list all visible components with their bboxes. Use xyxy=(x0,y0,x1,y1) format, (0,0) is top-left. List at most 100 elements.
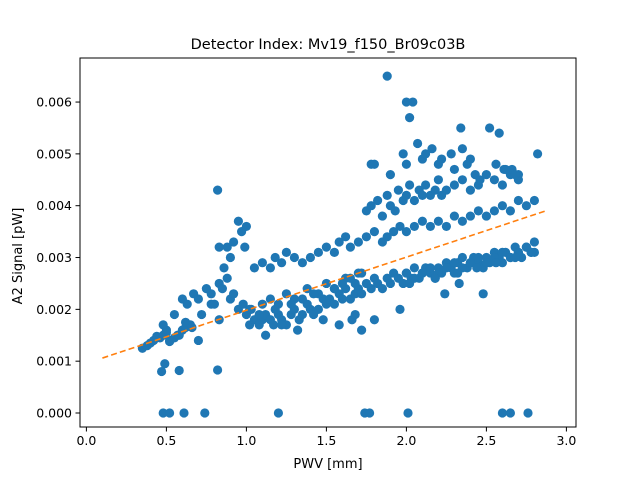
data-point xyxy=(491,159,501,169)
data-point xyxy=(357,325,367,335)
x-tick-label: 2.5 xyxy=(476,433,496,448)
data-point xyxy=(409,195,419,206)
data-point xyxy=(245,304,255,314)
data-point xyxy=(309,289,319,299)
data-point xyxy=(265,263,275,273)
data-point xyxy=(369,315,379,325)
x-axis-label: PWV [mm] xyxy=(293,457,362,472)
data-point xyxy=(382,232,392,242)
data-point xyxy=(529,237,540,247)
data-point xyxy=(297,294,307,304)
data-point xyxy=(409,221,419,232)
data-point xyxy=(193,335,203,346)
data-point xyxy=(427,144,437,154)
data-point xyxy=(457,144,467,154)
axes: 0.0 0.5 1.0 1.5 2.0 2.5 3.0 0.000 0.001 0.002 0.00… xyxy=(36,57,577,448)
data-point xyxy=(217,284,227,294)
fit-line xyxy=(102,209,548,359)
data-point xyxy=(454,278,464,289)
data-point xyxy=(233,216,243,226)
data-point xyxy=(329,299,339,309)
data-point xyxy=(417,216,427,226)
data-point xyxy=(489,206,499,216)
data-point xyxy=(481,258,491,268)
data-point xyxy=(425,221,435,232)
data-point xyxy=(321,278,331,289)
data-point xyxy=(433,175,443,185)
data-point xyxy=(430,185,440,195)
axes-frame xyxy=(79,57,577,428)
data-point xyxy=(377,211,387,221)
data-point xyxy=(417,268,427,278)
data-point xyxy=(497,201,507,211)
data-point xyxy=(289,252,299,263)
data-point xyxy=(526,247,536,257)
data-point xyxy=(505,206,515,216)
data-point xyxy=(345,242,355,252)
data-point xyxy=(430,273,440,283)
data-point xyxy=(261,330,271,340)
data-point xyxy=(401,227,411,237)
data-point xyxy=(385,170,395,180)
data-point xyxy=(481,170,491,180)
y-tick-label: 0.004 xyxy=(36,198,72,213)
data-point xyxy=(318,315,328,325)
y-tick-label: 0.000 xyxy=(36,406,72,421)
y-tick-label: 0.005 xyxy=(36,146,72,161)
data-point xyxy=(408,97,418,107)
data-point xyxy=(361,232,371,242)
data-point xyxy=(489,175,499,185)
data-point xyxy=(533,149,543,159)
data-point xyxy=(365,408,375,418)
data-point xyxy=(382,71,392,81)
data-point xyxy=(465,185,475,195)
data-point xyxy=(213,185,223,195)
data-point xyxy=(437,154,447,164)
data-point xyxy=(254,309,264,320)
data-point xyxy=(478,289,488,299)
data-point xyxy=(214,242,224,252)
data-point xyxy=(157,366,167,377)
data-point xyxy=(369,159,379,169)
data-point xyxy=(457,175,467,185)
data-point xyxy=(401,159,411,169)
data-point xyxy=(334,320,344,330)
data-point xyxy=(197,309,207,320)
data-point xyxy=(350,309,360,320)
data-point xyxy=(165,335,175,346)
data-point xyxy=(393,185,403,195)
data-point xyxy=(441,221,451,232)
x-tick-label: 2.0 xyxy=(396,433,416,448)
data-point xyxy=(297,309,307,320)
data-point xyxy=(405,113,415,123)
data-point xyxy=(313,247,323,257)
data-point xyxy=(449,180,459,190)
data-point xyxy=(229,289,239,299)
data-point xyxy=(373,195,383,206)
data-point xyxy=(497,408,507,418)
data-point xyxy=(409,263,419,273)
data-point xyxy=(200,408,210,418)
data-point xyxy=(472,263,482,273)
data-point xyxy=(390,206,400,216)
data-point xyxy=(494,128,504,138)
data-point xyxy=(510,170,520,180)
data-point xyxy=(437,190,447,200)
data-point xyxy=(273,408,283,418)
data-point xyxy=(457,252,467,263)
data-point xyxy=(433,216,443,226)
data-point xyxy=(441,263,451,273)
data-point xyxy=(446,149,456,159)
data-point xyxy=(475,175,485,185)
data-point xyxy=(219,263,229,273)
x-tick-label: 0.5 xyxy=(156,433,176,448)
data-point xyxy=(473,252,483,263)
data-point xyxy=(241,221,251,232)
data-point xyxy=(382,190,392,200)
data-point xyxy=(481,211,491,221)
data-point xyxy=(510,252,520,263)
data-point xyxy=(523,408,533,418)
y-tick-label: 0.001 xyxy=(36,354,72,369)
data-point xyxy=(229,237,239,247)
